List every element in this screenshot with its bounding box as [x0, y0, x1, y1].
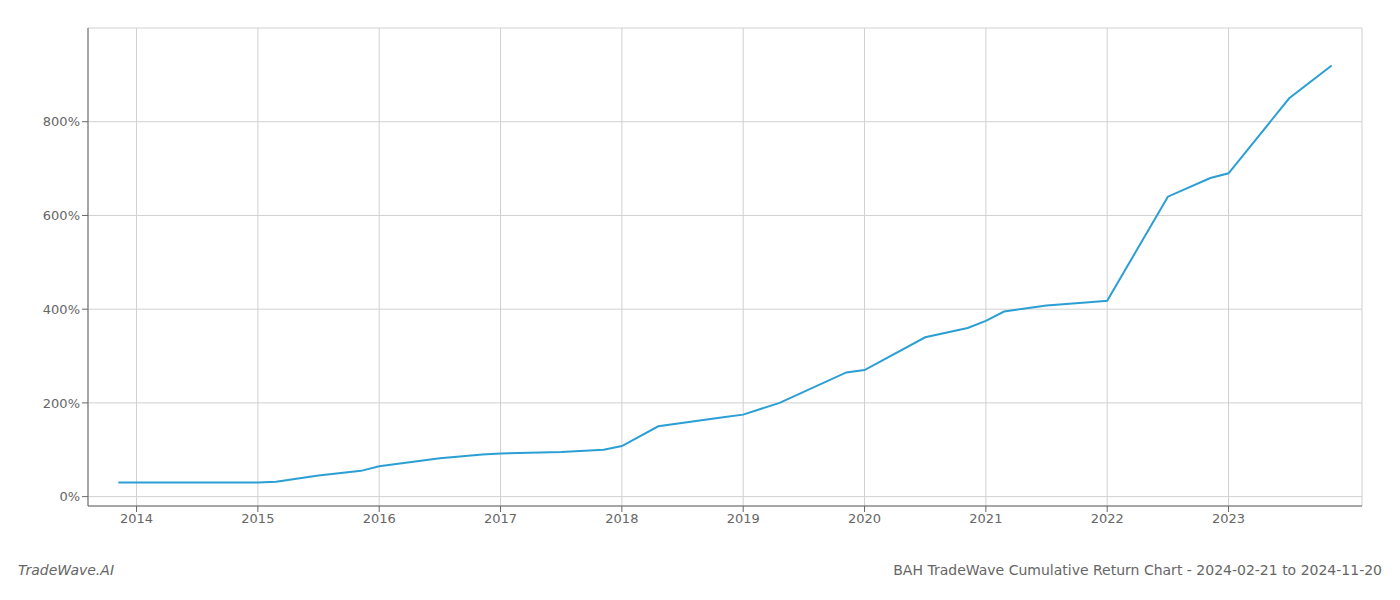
svg-text:200%: 200% — [43, 396, 80, 411]
svg-text:2019: 2019 — [727, 511, 760, 526]
svg-text:400%: 400% — [43, 302, 80, 317]
svg-text:2022: 2022 — [1091, 511, 1124, 526]
svg-text:2014: 2014 — [120, 511, 153, 526]
html-text:TradeWave.AI: TradeWave.AI — [18, 562, 114, 578]
svg-text:2017: 2017 — [484, 511, 517, 526]
svg-text:0%: 0% — [59, 489, 80, 504]
svg-text:600%: 600% — [43, 208, 80, 223]
svg-text:800%: 800% — [43, 114, 80, 129]
svg-text:2021: 2021 — [969, 511, 1002, 526]
svg-text:2018: 2018 — [605, 511, 638, 526]
svg-text:2020: 2020 — [848, 511, 881, 526]
html-text:BAH TradeWave Cumulative Retur: BAH TradeWave Cumulative Return Chart - … — [893, 562, 1382, 578]
svg-text:2023: 2023 — [1212, 511, 1245, 526]
svg-text:2016: 2016 — [363, 511, 396, 526]
svg-text:2015: 2015 — [241, 511, 274, 526]
